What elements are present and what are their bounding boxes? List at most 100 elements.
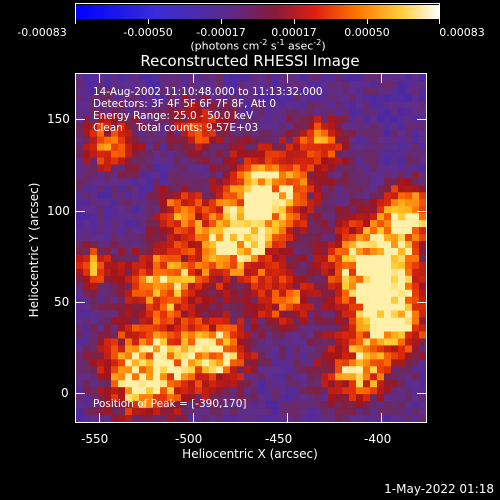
heatmap-pixel [307, 220, 315, 228]
heatmap-pixel [300, 338, 308, 346]
heatmap-pixel [83, 171, 91, 179]
heatmap-pixel [237, 241, 245, 249]
heatmap-pixel [300, 80, 308, 89]
heatmap-pixel [132, 331, 140, 339]
heatmap-pixel [139, 185, 147, 193]
heatmap-pixel [202, 129, 210, 137]
heatmap-pixel [419, 366, 426, 374]
heatmap-pixel [111, 115, 119, 124]
heatmap-pixel [419, 171, 426, 179]
heatmap-pixel [146, 324, 154, 332]
heatmap-pixel [216, 261, 224, 270]
heatmap-pixel [111, 150, 119, 158]
heatmap-pixel [167, 359, 175, 367]
heatmap-pixel [300, 213, 308, 221]
heatmap-pixel [370, 345, 378, 353]
heatmap-pixel [97, 150, 105, 158]
heatmap-pixel [384, 415, 392, 422]
heatmap-pixel [314, 227, 322, 235]
heatmap-pixel [146, 80, 154, 89]
heatmap-pixel [321, 87, 329, 96]
heatmap-pixel [363, 129, 371, 137]
heatmap-pixel [279, 164, 287, 172]
heatmap-pixel [181, 199, 189, 207]
heatmap-pixel [125, 108, 133, 117]
heatmap-pixel [237, 352, 245, 360]
heatmap-pixel [181, 387, 189, 395]
heatmap-pixel [265, 415, 273, 422]
heatmap-pixel [314, 171, 322, 179]
heatmap-pixel [349, 122, 357, 130]
heatmap-pixel [223, 254, 231, 263]
heatmap-pixel [356, 213, 364, 221]
heatmap-pixel [300, 317, 308, 325]
heatmap-pixel [258, 261, 266, 270]
heatmap-pixel [279, 373, 287, 381]
heatmap-pixel [412, 227, 420, 235]
heatmap-pixel [104, 345, 112, 353]
heatmap-pixel [97, 352, 105, 360]
colorbar-tick-label: 0.00083 [439, 26, 485, 39]
heatmap-pixel [279, 310, 287, 318]
info-time-range: 14-Aug-2002 11:10:48.000 to 11:13:32.000 [93, 86, 323, 98]
heatmap-pixel [349, 331, 357, 339]
heatmap-pixel [118, 185, 126, 193]
heatmap-pixel [335, 296, 343, 304]
heatmap-pixel [160, 206, 168, 214]
heatmap-pixel [384, 310, 392, 318]
heatmap-pixel [384, 185, 392, 193]
heatmap-pixel [272, 185, 280, 193]
heatmap-pixel [405, 74, 413, 82]
heatmap-pixel [146, 87, 154, 96]
heatmap-pixel [160, 199, 168, 207]
heatmap-pixel [202, 338, 210, 346]
heatmap-pixel [391, 164, 399, 172]
heatmap-pixel [251, 164, 259, 172]
heatmap-pixel [300, 380, 308, 388]
heatmap-pixel [160, 157, 168, 165]
heatmap-pixel [237, 74, 245, 82]
heatmap-pixel [209, 268, 217, 277]
heatmap-pixel [328, 108, 336, 117]
heatmap-pixel [118, 206, 126, 214]
heatmap-pixel [314, 108, 322, 117]
heatmap-pixel [251, 241, 259, 249]
heatmap-pixel [251, 122, 259, 130]
heatmap-pixel [216, 282, 224, 291]
heatmap-pixel [153, 401, 161, 409]
heatmap-pixel [244, 143, 252, 151]
heatmap-pixel [300, 324, 308, 332]
heatmap-pixel [328, 80, 336, 89]
heatmap-pixel [300, 282, 308, 291]
heatmap-pixel [265, 359, 273, 367]
heatmap-pixel [83, 192, 91, 200]
heatmap-pixel [356, 387, 364, 395]
heatmap-pixel [286, 352, 294, 360]
heatmap-pixel [90, 248, 98, 256]
heatmap-pixel [391, 394, 399, 402]
heatmap-pixel [132, 227, 140, 235]
heatmap-pixel [286, 122, 294, 130]
heatmap-pixel [363, 143, 371, 151]
heatmap-pixel [300, 373, 308, 381]
heatmap-pixel [384, 408, 392, 416]
heatmap-pixel [104, 80, 112, 89]
heatmap-pixel [419, 296, 426, 304]
heatmap-pixel [300, 289, 308, 298]
heatmap-pixel [384, 241, 392, 249]
heatmap-pixel [328, 87, 336, 96]
heatmap-pixel [349, 213, 357, 221]
heatmap-pixel [258, 206, 266, 214]
heatmap-pixel [97, 108, 105, 117]
heatmap-pixel [216, 122, 224, 130]
heatmap-pixel [279, 401, 287, 409]
heatmap-pixel [314, 129, 322, 137]
heatmap-pixel [265, 192, 273, 200]
heatmap-pixel [181, 241, 189, 249]
heatmap-pixel [139, 345, 147, 353]
heatmap-pixel [265, 352, 273, 360]
heatmap-pixel [272, 234, 280, 242]
heatmap-pixel [104, 94, 112, 103]
heatmap-pixel [335, 352, 343, 360]
heatmap-pixel [209, 143, 217, 151]
